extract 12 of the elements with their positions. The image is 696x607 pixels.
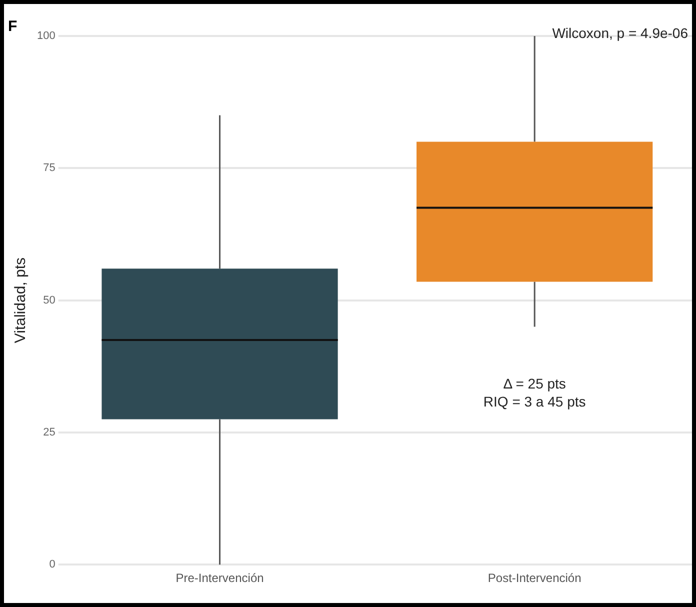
annotation: Δ = 25 pts <box>503 376 566 392</box>
chart-title: F <box>8 18 18 36</box>
y-axis-title: Vitalidad, pts <box>12 257 30 344</box>
annotation: Wilcoxon, p = 4.9e-06 <box>552 24 688 41</box>
y-tick-label: 25 <box>43 426 56 438</box>
x-tick-label: Post-Intervención <box>488 571 582 586</box>
y-tick-label: 0 <box>49 558 56 571</box>
x-tick-label: Pre-Intervención <box>176 571 264 586</box>
y-tick-label: 50 <box>43 294 56 306</box>
y-tick-label: 100 <box>36 30 56 42</box>
y-tick-label: 75 <box>43 162 56 174</box>
annotation: RIQ = 3 a 45 pts <box>483 394 586 410</box>
